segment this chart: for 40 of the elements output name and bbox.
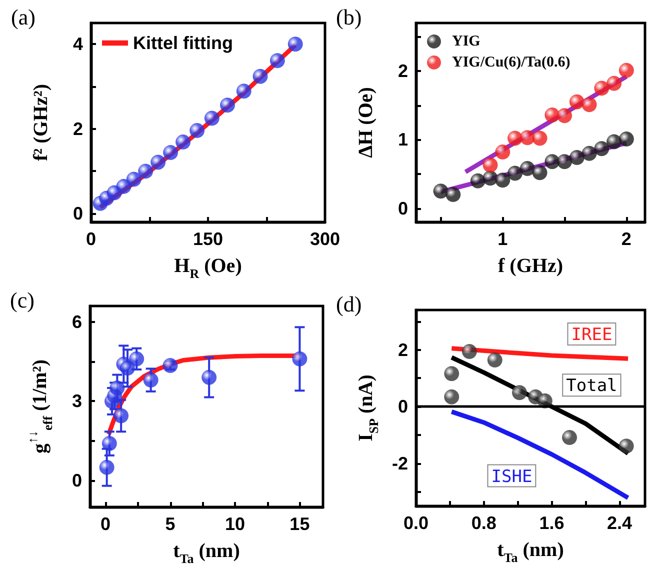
x-tick-label: 1.6 xyxy=(539,513,564,533)
y-tick-label: 3 xyxy=(72,391,82,412)
x-tick-label: 0.0 xyxy=(403,513,429,533)
y-tick-label: 0 xyxy=(72,470,82,491)
series-label: Total xyxy=(566,376,618,396)
chart-title: (d) xyxy=(336,292,362,316)
series-label: IREE xyxy=(571,324,612,345)
y-tick-label: 4 xyxy=(72,34,83,54)
series-label: ISHE xyxy=(491,466,532,487)
legend-label: YIG xyxy=(452,34,481,50)
x-tick-label: 0 xyxy=(86,229,96,249)
x-tick-label: 15 xyxy=(290,514,310,534)
y-axis-title: g↑↓eff (1/m²) xyxy=(25,360,55,454)
y-tick-label: 0 xyxy=(398,198,408,218)
x-tick-label: 0.8 xyxy=(471,513,496,533)
y-tick-label: 2 xyxy=(398,340,408,360)
y-tick-label: 2 xyxy=(72,118,83,139)
x-tick-label: 2 xyxy=(621,229,632,249)
x-tick-label: 150 xyxy=(192,229,224,249)
y-axis-title: ISP (nA) xyxy=(355,374,381,442)
x-tick-label: 300 xyxy=(310,229,340,249)
x-tick-label: 10 xyxy=(224,514,245,534)
x-tick-label: 1 xyxy=(498,229,508,249)
y-tick-label: -2 xyxy=(392,453,408,474)
y-tick-label: 6 xyxy=(72,312,82,332)
chart-title: (c) xyxy=(10,288,34,312)
x-tick-label: 2.4 xyxy=(607,513,632,533)
y-axis-title: ΔH (Oe) xyxy=(355,87,377,158)
x-tick-label: 5 xyxy=(165,514,176,534)
x-axis-title: f (GHz) xyxy=(498,255,563,277)
chart-title: (b) xyxy=(336,4,362,30)
legend-label: YIG/Cu(6)/Ta(0.6) xyxy=(452,54,570,70)
y-tick-label: 0 xyxy=(72,204,83,224)
y-tick-label: 2 xyxy=(398,61,408,82)
y-axis-title: f² (GHz²) xyxy=(30,84,52,161)
y-tick-label: 0 xyxy=(398,396,408,417)
x-tick-label: 0 xyxy=(100,514,111,534)
legend-label: Kittel fitting xyxy=(133,33,233,53)
y-tick-label: 1 xyxy=(398,130,408,150)
chart-title: (a) xyxy=(11,4,36,30)
